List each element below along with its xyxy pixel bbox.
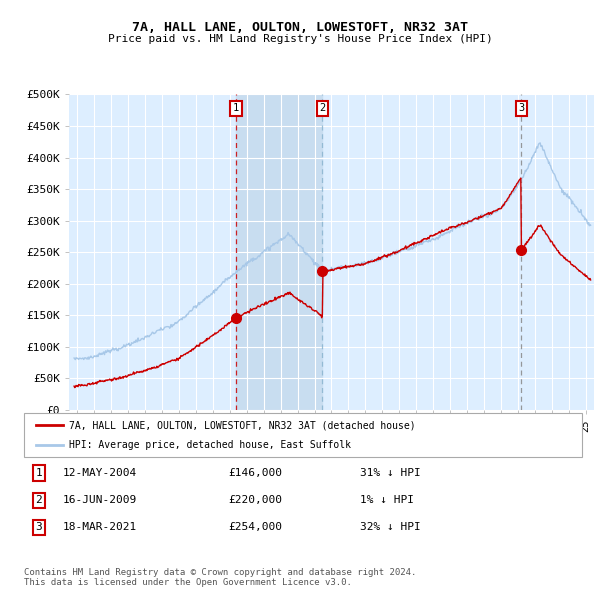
Text: £220,000: £220,000 bbox=[228, 496, 282, 505]
Text: 1% ↓ HPI: 1% ↓ HPI bbox=[360, 496, 414, 505]
Text: £254,000: £254,000 bbox=[228, 523, 282, 532]
Text: £146,000: £146,000 bbox=[228, 468, 282, 478]
Text: 18-MAR-2021: 18-MAR-2021 bbox=[63, 523, 137, 532]
Text: 31% ↓ HPI: 31% ↓ HPI bbox=[360, 468, 421, 478]
Text: 16-JUN-2009: 16-JUN-2009 bbox=[63, 496, 137, 505]
Bar bbox=[236, 94, 322, 410]
Text: Contains HM Land Registry data © Crown copyright and database right 2024.
This d: Contains HM Land Registry data © Crown c… bbox=[24, 568, 416, 587]
Text: 1: 1 bbox=[233, 103, 239, 113]
Text: 7A, HALL LANE, OULTON, LOWESTOFT, NR32 3AT: 7A, HALL LANE, OULTON, LOWESTOFT, NR32 3… bbox=[132, 21, 468, 34]
Text: 1: 1 bbox=[35, 468, 43, 478]
Text: 12-MAY-2004: 12-MAY-2004 bbox=[63, 468, 137, 478]
Text: 3: 3 bbox=[35, 523, 43, 532]
Text: Price paid vs. HM Land Registry's House Price Index (HPI): Price paid vs. HM Land Registry's House … bbox=[107, 34, 493, 44]
Text: 32% ↓ HPI: 32% ↓ HPI bbox=[360, 523, 421, 532]
Text: HPI: Average price, detached house, East Suffolk: HPI: Average price, detached house, East… bbox=[69, 440, 351, 450]
Text: 7A, HALL LANE, OULTON, LOWESTOFT, NR32 3AT (detached house): 7A, HALL LANE, OULTON, LOWESTOFT, NR32 3… bbox=[69, 421, 416, 430]
Text: 2: 2 bbox=[319, 103, 325, 113]
Text: 3: 3 bbox=[518, 103, 524, 113]
Text: 2: 2 bbox=[35, 496, 43, 505]
